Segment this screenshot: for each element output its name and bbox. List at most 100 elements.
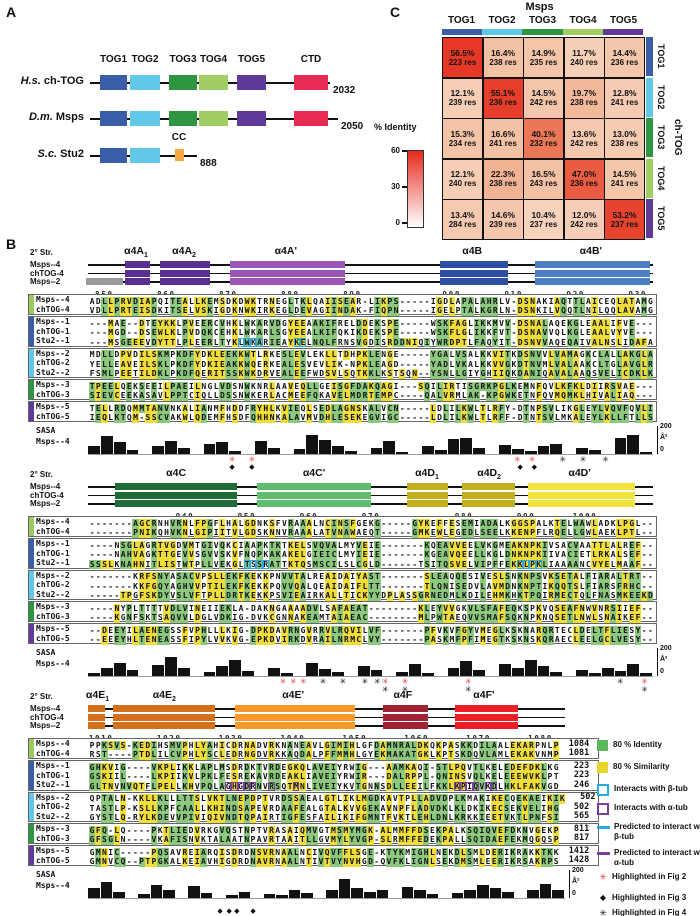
sasa-bar bbox=[226, 894, 238, 898]
panel-c-heatmap: Msps TOG1 TOG2 TOG3 TOG4 TOG5 56.5% 223 res 16.4… bbox=[0, 0, 700, 245]
alignment-row: chTOG-3 ----KGNFSKTSAQVVLDGLVDKIG-DVKCGNN… bbox=[29, 611, 656, 623]
helix-box bbox=[124, 278, 151, 285]
sequence: VDLLPRTEISDKITSELVSKIGDKNWKIRKEGLDEVAGII… bbox=[89, 306, 653, 316]
alignment-row: Msps--5 GMNIC-----PQSAVREIARQISDRDNSVRNAA… bbox=[29, 846, 598, 858]
legend-item: ✳ Highlighted in Fig 2 bbox=[597, 872, 700, 883]
legend-swatch-line bbox=[597, 852, 610, 855]
alignment-row: Stu2--1 ---MSGEEEVDYTTLPLEERLTYKLWKARIEAY… bbox=[29, 336, 656, 348]
sasa-bar bbox=[152, 445, 165, 454]
cell-percent: 12.0% bbox=[571, 209, 597, 220]
sequence-name: chTOG-3 bbox=[36, 611, 70, 621]
legend-text: 80 % Identity bbox=[613, 740, 662, 749]
heatmap-cell: 16.5% 243 res bbox=[524, 159, 563, 199]
sequence-name: Stu2--2 bbox=[36, 367, 70, 377]
heatmap-cell: 16.6% 241 res bbox=[483, 119, 523, 158]
cell-percent: 11.7% bbox=[572, 47, 596, 58]
sequence-name: chTOG-2 bbox=[36, 358, 70, 368]
domain-box-tog5 bbox=[237, 111, 266, 126]
cell-percent: 12.1% bbox=[450, 169, 475, 179]
sasa-bar bbox=[502, 891, 514, 898]
helix-box bbox=[534, 269, 650, 277]
chtog-strip-segment bbox=[646, 77, 653, 117]
heatmap-cell: 14.6% 239 res bbox=[483, 200, 523, 239]
strip-segment bbox=[562, 29, 603, 35]
marker-asterisk: ✳ bbox=[339, 677, 347, 686]
sequence: --DEEYILAENEGSSFVPHLLLKIG-DPKDAVRNGVRRVL… bbox=[89, 625, 653, 636]
alignment-row: Stu2--2 FSMLPEETILDKLPKDFQERITSSKWKDRVEAL… bbox=[29, 367, 656, 379]
sasa-bar bbox=[376, 889, 389, 898]
cell-residues: 239 res bbox=[489, 219, 517, 229]
sequence-name: chTOG-4 bbox=[36, 748, 70, 758]
sasa-bar bbox=[288, 890, 301, 898]
heatmap-side-label: ch-TOG bbox=[672, 118, 683, 156]
cell-residues: 240 res bbox=[570, 57, 598, 67]
sequence: GFSGLN----VKAFISNVKTALAATNPAVRTAAITLLGVM… bbox=[89, 835, 560, 845]
cell-percent: 14.5% bbox=[612, 169, 637, 179]
alignment-row: Stu2--2 -----TPGFSKDYVSLVFTPLLDRTKEKKPSVI… bbox=[29, 590, 656, 601]
sequence-name: Msps--3 bbox=[36, 824, 70, 834]
alignment-row: chTOG-4 -------PNIKQHVKNLGIPIITVLGDSKNNVR… bbox=[29, 526, 656, 538]
sequence: ---MAE--DTEYKKLPVEERCVHKLWKARVDGYEEAAKIF… bbox=[89, 318, 653, 329]
sasa-bar bbox=[242, 671, 254, 676]
sasa-bar bbox=[113, 442, 126, 454]
sasa-axis-line bbox=[657, 426, 658, 454]
cell-residues: 234 res bbox=[448, 138, 477, 148]
sequence-name: chTOG-4 bbox=[36, 526, 70, 536]
sasa-bar bbox=[550, 671, 563, 676]
sasa-axis-line bbox=[569, 870, 570, 898]
cell-percent: 12.1% bbox=[450, 88, 475, 98]
helix-box bbox=[256, 491, 372, 499]
sasa-bar bbox=[338, 879, 351, 898]
sasa-bar bbox=[165, 657, 177, 676]
sasa-axis-min: 0 bbox=[660, 668, 664, 675]
sasa-bar bbox=[401, 886, 414, 898]
heatmap-col-header: TOG2 bbox=[488, 15, 516, 26]
sasa-bar bbox=[550, 444, 563, 454]
sasa-bar bbox=[113, 892, 125, 898]
msps-color-strip bbox=[442, 29, 644, 35]
legend-text: Predicted to interact with α-tub bbox=[614, 848, 700, 867]
panel-b-label: B bbox=[6, 236, 17, 252]
residue-number: 811 bbox=[573, 823, 590, 834]
helix-box bbox=[112, 722, 215, 729]
sasa-bar bbox=[165, 440, 177, 454]
marker-asterisk: ✳ bbox=[616, 677, 624, 686]
cell-residues: 242 res bbox=[570, 138, 598, 148]
legend-text: Highlighted in Fig 2 bbox=[612, 872, 687, 881]
heatmap-cell: 13.6% 242 res bbox=[564, 119, 604, 158]
strip-segment bbox=[442, 29, 483, 35]
sequence: GFQ-LQ----PKTLIEDVRKGVQSTNPTVRASAIQMVGTM… bbox=[89, 825, 560, 836]
sequence: -------KKFGQYAGHVVPTILEKFKEKKPQVVQALQEAI… bbox=[89, 581, 653, 592]
alignment-row: chTOG-2 -------KKFGQYAGHVVPTILEKFKEKKPQVV… bbox=[29, 580, 656, 592]
domain-header-tog3: TOG3 bbox=[169, 54, 197, 65]
sasa-bar bbox=[100, 881, 113, 898]
marker-diamond: ◆ bbox=[217, 908, 223, 915]
sasa-bar bbox=[447, 667, 460, 676]
sasa-axis: 200 Å² 0 bbox=[569, 867, 593, 898]
heatmap-cell: 14.9% 235 res bbox=[524, 38, 563, 77]
secondary-structure-label: 2° Str. bbox=[30, 470, 53, 479]
group-color-stripe bbox=[29, 824, 34, 843]
cell-residues: 242 res bbox=[529, 98, 558, 107]
sequence: PPKSVS-KEDIHSMVPHLYAHICDRNADVRKNANEAVLGI… bbox=[89, 740, 560, 751]
sasa-bar bbox=[126, 449, 139, 454]
helix-box bbox=[454, 722, 518, 729]
cell-residues: 238 res bbox=[610, 138, 639, 148]
heatmap-cell: 14.5% 242 res bbox=[524, 78, 563, 118]
marker-asterisk: ✳ bbox=[248, 455, 256, 464]
domain-box-tog4 bbox=[199, 111, 228, 126]
domain-header-tog4: TOG4 bbox=[199, 54, 228, 65]
sequence-name: chTOG-5 bbox=[36, 855, 70, 865]
structure-row-label: Msps--4 bbox=[30, 260, 61, 269]
alignment-row: chTOG-3 SIEVCEEKASAVLPPTCIQLLDSSNWKERLACM… bbox=[29, 390, 656, 401]
cell-percent: 13.4% bbox=[450, 209, 475, 220]
marker-asterisk: ✳ bbox=[373, 677, 381, 686]
sasa-bar bbox=[276, 895, 288, 898]
sasa-bar bbox=[476, 884, 489, 898]
alignment-group-g1: Msps--1 GHKVIG----VKPLIKKLAPLMSDRDKTVRDEG… bbox=[28, 760, 599, 792]
sasa-bar bbox=[511, 449, 524, 454]
helix-label: α4B' bbox=[579, 245, 603, 257]
domain-box-tog4 bbox=[199, 75, 228, 90]
heatmap-row-header: TOG2 bbox=[656, 84, 666, 110]
alignment-group-g4: Msps--4 PPKSVS-KEDIHSMVPHLYAHICDRNADVRKNA… bbox=[28, 738, 599, 760]
